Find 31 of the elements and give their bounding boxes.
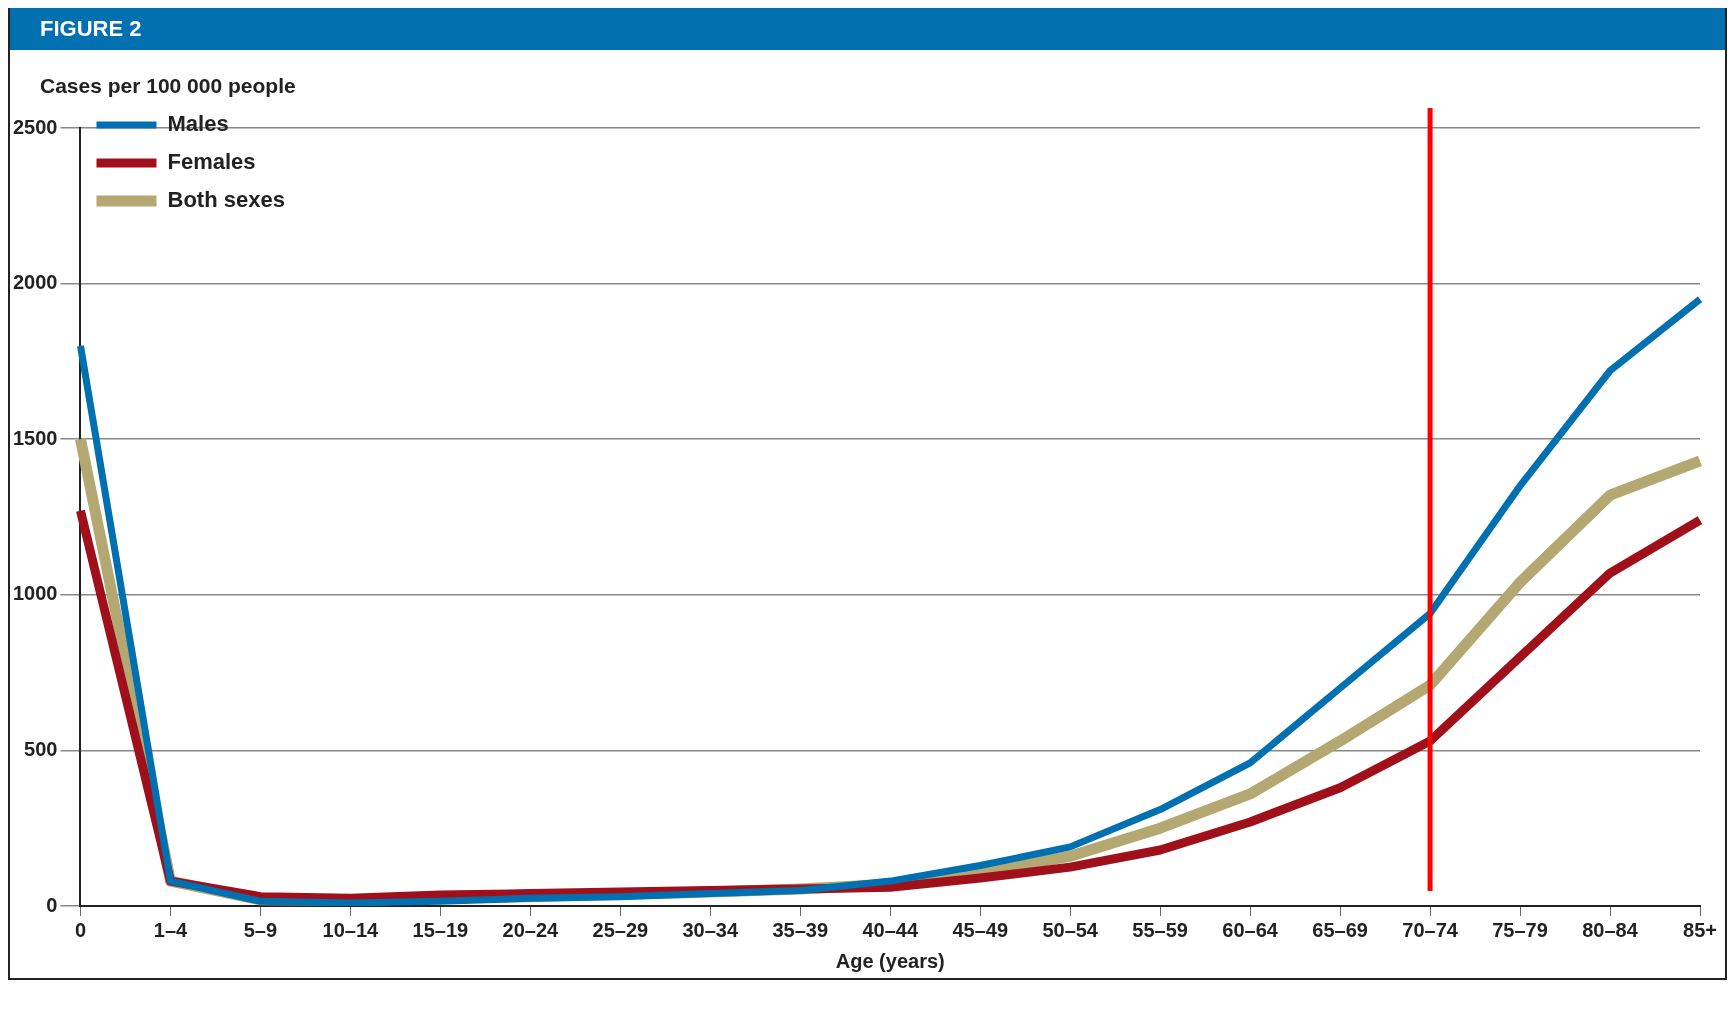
- legend-label: Males: [167, 111, 229, 137]
- x-tick-label: 15–19: [412, 918, 469, 941]
- x-tick-label: 35–39: [772, 918, 829, 941]
- y-tick-label: 0: [46, 893, 58, 916]
- legend-label: Females: [167, 149, 256, 175]
- x-tick-label: 20–24: [502, 918, 560, 941]
- x-tick-label: 40–44: [862, 918, 919, 941]
- x-tick-label: 55–59: [1132, 918, 1188, 941]
- legend-label: Both sexes: [167, 187, 285, 213]
- x-tick-label: 45–49: [952, 918, 1009, 941]
- x-tick-label: 70–74: [1402, 918, 1459, 941]
- x-tick-label: 60–64: [1222, 918, 1279, 941]
- y-tick-label: 2500: [12, 115, 58, 138]
- x-tick-label: 75–79: [1492, 918, 1548, 941]
- x-axis-title: Age (years): [835, 949, 945, 972]
- x-tick-label: 25–29: [592, 918, 649, 941]
- chart-title: FIGURE 2: [10, 8, 1725, 50]
- x-tick-label: 10–14: [322, 918, 380, 941]
- x-tick-label: 50–54: [1042, 918, 1099, 941]
- x-tick-label: 1–4: [153, 918, 189, 941]
- x-tick-label: 85+: [1683, 918, 1717, 941]
- x-tick-label: 80–84: [1582, 918, 1639, 941]
- y-tick-label: 1000: [12, 582, 58, 605]
- y-tick-label: 2000: [12, 271, 58, 294]
- y-tick-label: 500: [24, 737, 58, 760]
- x-tick-label: 0: [74, 918, 87, 941]
- x-tick-label: 5–9: [243, 918, 278, 941]
- y-axis-title: Cases per 100 000 people: [39, 73, 297, 98]
- y-tick-label: 1500: [12, 426, 58, 449]
- x-tick-label: 30–34: [682, 918, 739, 941]
- x-tick-label: 65–69: [1312, 918, 1368, 941]
